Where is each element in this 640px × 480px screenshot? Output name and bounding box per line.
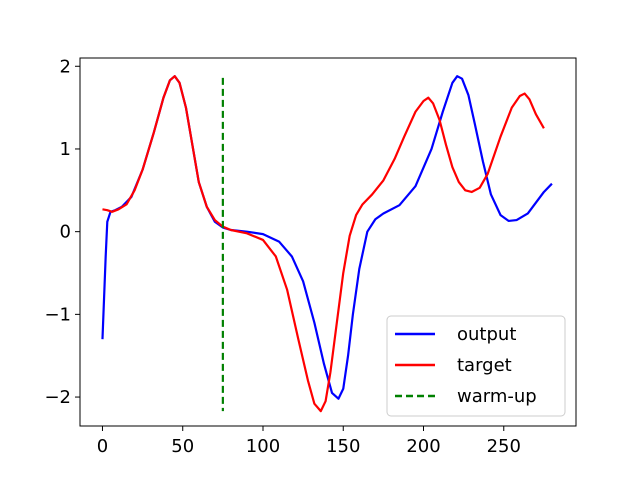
- series-line-target: [102, 75, 545, 413]
- series-layer: [101, 75, 553, 413]
- x-tick-label: 150: [326, 436, 360, 457]
- x-tick-label: 0: [97, 436, 108, 457]
- y-tick-label: 0: [60, 222, 71, 243]
- y-tick-label: 1: [60, 139, 71, 160]
- legend-label-warm-up: warm-up: [457, 386, 537, 407]
- x-axis: 0 50 100 150 200 250: [97, 426, 521, 457]
- legend-label-output: output: [457, 324, 516, 345]
- x-tick-label: 100: [246, 436, 280, 457]
- y-tick-label: 2: [60, 56, 71, 77]
- x-tick-label: 50: [171, 436, 194, 457]
- legend-label-target: target: [457, 355, 512, 376]
- y-tick-label: −2: [44, 387, 71, 408]
- legend-box: [386, 315, 566, 417]
- x-tick-label: 250: [487, 436, 521, 457]
- x-tick-label: 200: [406, 436, 440, 457]
- legend: output target warm-up: [386, 315, 566, 417]
- y-axis: −2 −1 0 1 2: [44, 56, 80, 408]
- plot-frame: [79, 57, 577, 427]
- y-tick-label: −1: [44, 304, 71, 325]
